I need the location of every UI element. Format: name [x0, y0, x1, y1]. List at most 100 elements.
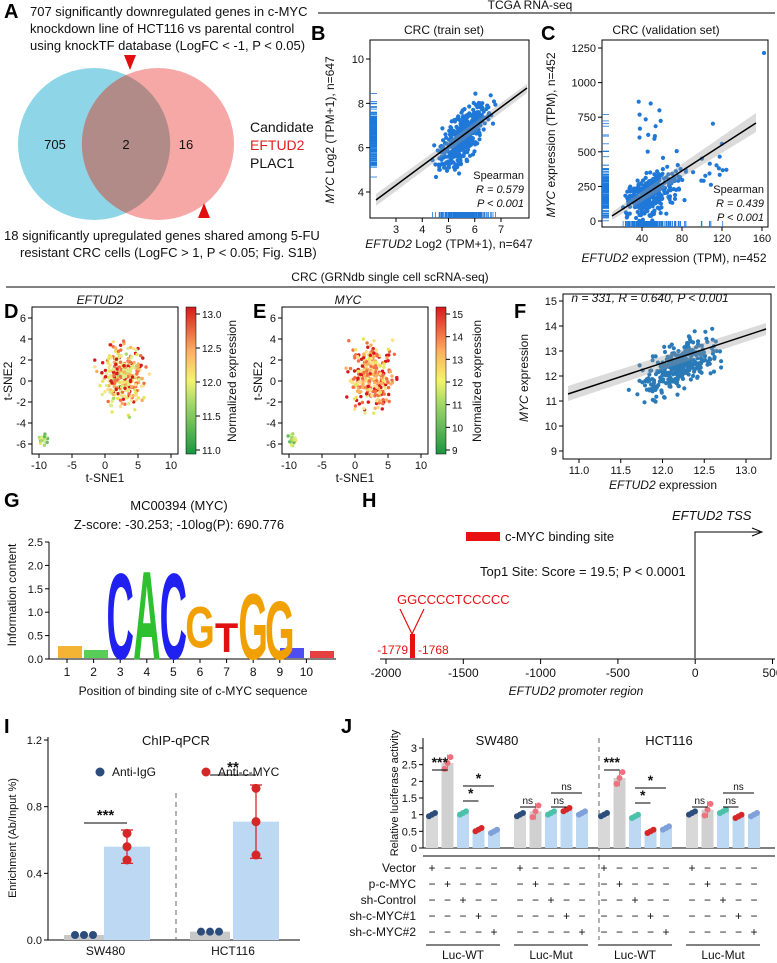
tsne-e-points	[286, 337, 399, 448]
tsne-d-xtick-label: 5	[135, 460, 141, 472]
scatter-c-point	[645, 208, 650, 214]
tsne-point	[109, 356, 114, 360]
scatter-b-point	[457, 117, 462, 123]
promoter-xtick-label: -1500	[448, 666, 479, 680]
tsne-point	[377, 353, 382, 358]
scatter-f-point	[679, 372, 684, 377]
scatter-c-point	[643, 203, 649, 208]
luc-dot	[529, 814, 536, 821]
chip-ticks: 0.0 0.4 0.8 1.2	[27, 735, 48, 947]
panel-label-a: A	[4, 1, 18, 23]
scatter-c-point	[651, 176, 656, 182]
luc-dot	[723, 806, 729, 813]
luc-grid-sign: −	[428, 909, 435, 923]
luc-grid-sign: −	[600, 909, 607, 923]
chip-xtick-label: SW480	[86, 944, 126, 958]
scatter-c-xlabel: EFTUD2 expression (TPM), n=452	[581, 251, 766, 265]
luc-grid-sign: −	[563, 925, 570, 939]
tsne-point	[352, 377, 356, 381]
tsne-point	[120, 390, 125, 394]
motif-ytick-label: 2.5	[28, 537, 43, 549]
scatter-c-point	[635, 178, 640, 183]
scatter-f-point	[705, 339, 710, 345]
luc-sig-label: ***	[432, 754, 449, 770]
tsne-point	[348, 379, 352, 383]
scatter-c-ytick-label: 0	[590, 216, 596, 228]
motif-xtick-label: 6	[197, 665, 204, 679]
motif-xtick-label: 8	[250, 665, 257, 679]
luc-ytick-label: 2	[411, 776, 417, 788]
tsne-point	[108, 390, 112, 395]
venn-left-count: 705	[44, 137, 66, 152]
scatter-f-point	[719, 365, 724, 370]
tsne-point	[348, 366, 353, 371]
scatter-c-point	[660, 167, 666, 172]
scatter-f-ytick-label: 14	[545, 321, 557, 333]
tsne-point	[292, 438, 296, 442]
tsne-point	[360, 376, 365, 381]
motif-xtick-label: 4	[143, 665, 150, 679]
tsne-point	[351, 385, 355, 389]
luc-grid-sign: −	[490, 877, 497, 891]
tsne-point	[106, 399, 110, 404]
scatter-f-ytick-label: 11	[546, 396, 557, 408]
scatter-f-point	[683, 370, 688, 375]
luc-bar	[598, 814, 610, 848]
scatter-b-point	[472, 111, 477, 116]
scatter-f-ylabel: MYC expression	[517, 334, 531, 422]
luc-ytick-label: 0	[411, 843, 417, 855]
scatter-c-point	[660, 155, 666, 160]
tsne-point	[374, 348, 378, 352]
scatter-b-point	[432, 143, 437, 148]
tss-arrow-head-icon	[751, 527, 764, 537]
scatter-b-point	[467, 143, 472, 148]
scatter-f-point	[637, 378, 642, 383]
tsne-point	[121, 397, 126, 401]
scatter-b-point	[446, 149, 451, 155]
scatter-c-point	[662, 190, 668, 196]
tsne-point	[108, 363, 112, 367]
luc-grid-sign: −	[475, 861, 482, 875]
tsne-point	[370, 393, 374, 398]
motif-letter-c: C	[106, 550, 133, 686]
scatter-f-point	[672, 366, 677, 371]
scatter-f-point	[699, 343, 704, 348]
motif-ytick-label: 0.5	[28, 631, 43, 643]
scatter-b-stat-p: P < 0.001	[477, 198, 524, 210]
venn-top-line-3: using knockTF database (LogFC < -1, P < …	[30, 38, 305, 53]
grndb-header: CRC (GRNdb single cell scRNA-seq)	[291, 270, 488, 284]
chip-dot	[122, 842, 132, 852]
scatter-c-point	[636, 99, 641, 104]
promoter-ticks: -2000 -1500 -1000 -500 0 500	[371, 659, 777, 680]
scatter-f-point	[662, 395, 667, 400]
scatter-f-xtick-label: 12.5	[694, 465, 715, 477]
scatter-f-point	[656, 383, 661, 388]
scatter-b-point	[476, 127, 481, 132]
luc-grid-sign: −	[647, 877, 654, 891]
scatter-c-point	[640, 210, 645, 215]
panel-label-b: B	[311, 23, 325, 45]
luc-grid-sign: +	[578, 925, 585, 939]
scatter-c-point	[657, 176, 662, 181]
luc-grid-sign: −	[490, 861, 497, 875]
scatter-c-point	[637, 112, 642, 117]
luc-grid-sign: −	[578, 861, 585, 875]
scatter-c-point	[628, 184, 633, 189]
motif-letters: C A CG T GG	[106, 545, 294, 686]
luc-grid-sign: −	[616, 909, 623, 923]
luc-dot	[494, 826, 500, 833]
tsne-point	[373, 381, 377, 385]
scatter-b-point	[456, 143, 461, 148]
scatter-b-point	[435, 148, 440, 153]
tsne-point	[380, 369, 385, 373]
tsne-point	[370, 361, 374, 365]
tsne-point	[131, 346, 135, 351]
tsne-point	[381, 401, 385, 406]
tsne-point	[359, 368, 364, 373]
tsne-e-ytick-label: 0	[270, 376, 276, 388]
panel-label-i: I	[4, 716, 10, 738]
luc-grid-sign: −	[490, 893, 497, 907]
luc-grid-sign: +	[662, 925, 669, 939]
scatter-c-point	[650, 218, 655, 223]
luc-grid-sign: −	[490, 909, 497, 923]
